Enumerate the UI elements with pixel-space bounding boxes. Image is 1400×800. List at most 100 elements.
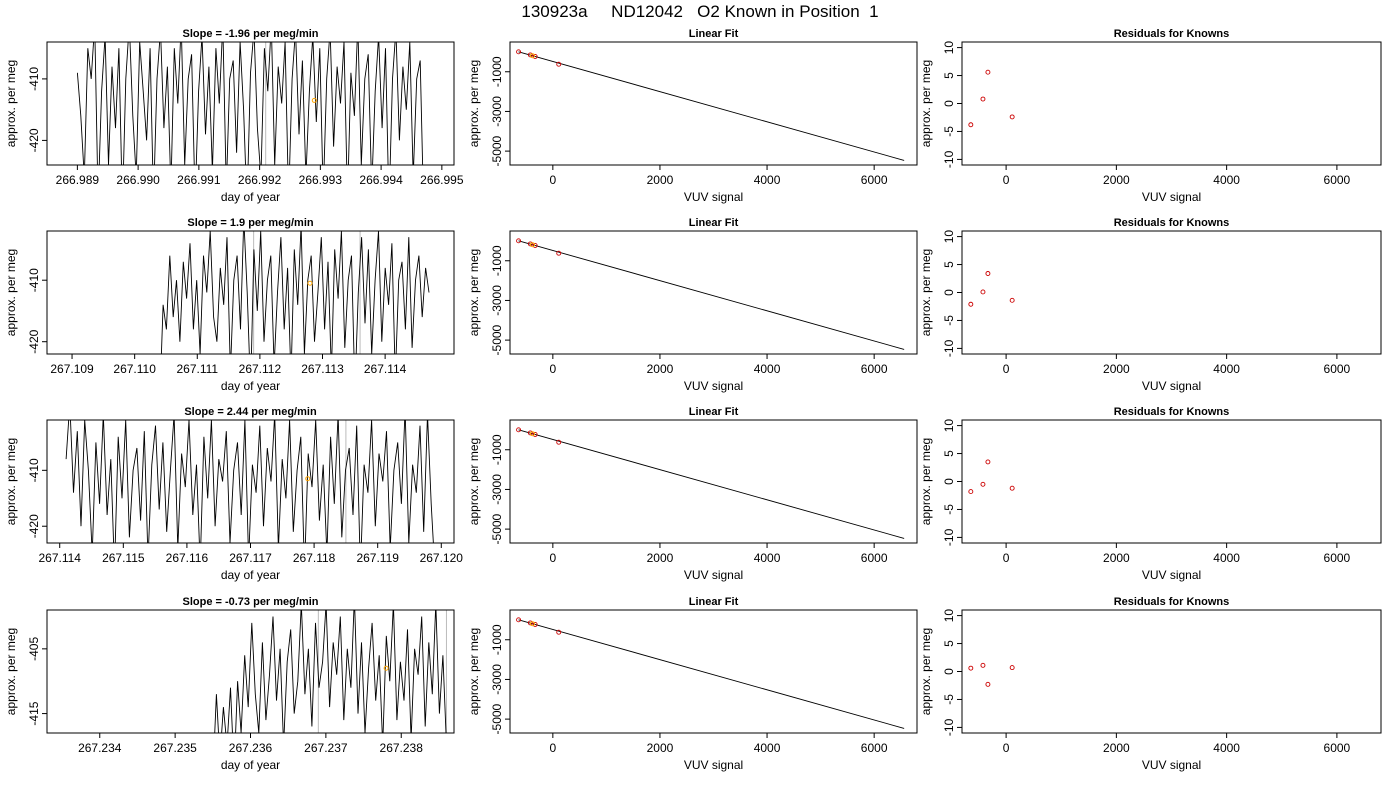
x-tick-label: 266.993 [299,173,343,187]
x-tick-label: 2000 [1103,741,1130,755]
y-tick-label: -415 [27,701,41,725]
panel-title: Linear Fit [689,217,739,229]
x-tick-label: 267.118 [293,551,336,565]
data-series-line [76,42,424,165]
fit-line [518,240,905,350]
y-tick-label: 5 [942,72,956,79]
x-axis-label: VUV signal [684,568,743,582]
data-point [556,61,562,67]
plot-area [76,42,424,165]
plot-area [516,617,905,729]
data-point [980,289,986,295]
x-tick-label: 267.110 [113,362,156,376]
y-tick-label: 10 [942,41,956,55]
x-tick-label: 2000 [1103,551,1130,565]
panel-title: Residuals for Knowns [1114,217,1230,229]
y-tick-label: 5 [942,640,956,647]
y-axis-label: approx. per meg [4,438,18,525]
y-tick-label: -5 [942,315,956,326]
y-tick-label: -1000 [490,56,504,87]
plot-frame [961,609,1382,734]
x-axis-label: VUV signal [1142,568,1201,582]
data-point [532,432,538,437]
x-tick-label: 4000 [1213,362,1240,376]
data-point [968,489,974,495]
plot-area [968,459,1015,495]
fit-line [518,619,905,729]
panel-1-2: 0 2000 4000 6000 -1000 -3000 -5000 Linear Fit VU… [467,28,918,204]
x-tick-label: 4000 [1213,173,1240,187]
x-tick-label: 2000 [1103,362,1130,376]
plot-area [65,420,434,543]
highlight-point [305,476,311,482]
plot-frame [961,41,1382,166]
data-series-line [214,610,447,733]
x-tick-label: 0 [549,551,556,565]
y-tick-label: 0 [942,100,956,107]
x-tick-label: 4000 [754,173,781,187]
y-axis-label: approx. per meg [4,628,18,715]
panel-3-3: 0 2000 4000 6000 -10 -5 0 5 10 Residuals for Know… [919,406,1382,582]
x-tick-label: 267.238 [380,741,424,755]
plot-frame [46,230,455,355]
data-point [532,54,538,59]
panel-title: Linear Fit [689,406,739,418]
highlight-point [529,53,535,59]
x-tick-label: 0 [1003,551,1010,565]
y-axis-label: approx. per meg [467,628,481,715]
data-series-line [160,231,430,354]
y-tick-label: -5 [942,126,956,137]
y-tick-label: 5 [942,261,956,268]
plot-area [968,662,1015,687]
x-tick-label: 6000 [861,362,888,376]
y-axis-label: approx. per meg [4,60,18,147]
x-tick-label: 267.234 [78,741,122,755]
x-tick-label: 267.117 [229,551,272,565]
fit-line [518,51,905,161]
data-point [556,629,562,635]
data-point [1009,485,1015,491]
data-point [532,622,538,627]
x-axis-label: VUV signal [1142,758,1201,772]
plot-frame [46,41,455,166]
plot-frame [509,41,918,166]
y-tick-label: -420 [27,514,41,538]
x-tick-label: 267.114 [364,362,407,376]
x-tick-label: 2000 [647,173,674,187]
y-tick-label: -405 [27,637,41,661]
plot-area [516,427,905,539]
y-tick-label: -10 [942,718,956,736]
x-tick-label: 267.115 [102,551,145,565]
x-axis-label: day of year [221,568,280,582]
data-point [1009,114,1015,120]
data-point [516,49,522,55]
data-point [516,617,522,623]
x-tick-label: 267.120 [420,551,464,565]
y-tick-label: 0 [942,668,956,675]
panel-3-1: 267.114 267.115 267.116 267.117 267.118 267.1… [4,406,464,582]
x-axis-label: day of year [221,190,280,204]
x-tick-label: 4000 [754,741,781,755]
x-tick-label: 0 [549,741,556,755]
y-axis-label: approx. per meg [919,438,933,525]
y-tick-label: -1000 [490,624,504,655]
x-axis-label: VUV signal [1142,190,1201,204]
y-tick-label: 0 [942,289,956,296]
x-tick-label: 267.113 [301,362,344,376]
x-tick-label: 4000 [754,551,781,565]
x-tick-label: 267.235 [153,741,197,755]
y-axis-label: approx. per meg [919,249,933,336]
x-tick-label: 2000 [647,741,674,755]
x-tick-label: 266.991 [177,173,221,187]
data-series-line [65,420,434,543]
plot-area [214,610,447,733]
x-axis-label: VUV signal [1142,379,1201,393]
panel-title: Slope = 2.44 per meg/min [184,406,317,418]
x-tick-label: 267.109 [50,362,94,376]
x-tick-label: 0 [549,362,556,376]
highlight-point [311,97,317,103]
data-point [985,681,991,687]
y-tick-label: -410 [27,67,41,91]
y-tick-label: -1000 [490,434,504,465]
